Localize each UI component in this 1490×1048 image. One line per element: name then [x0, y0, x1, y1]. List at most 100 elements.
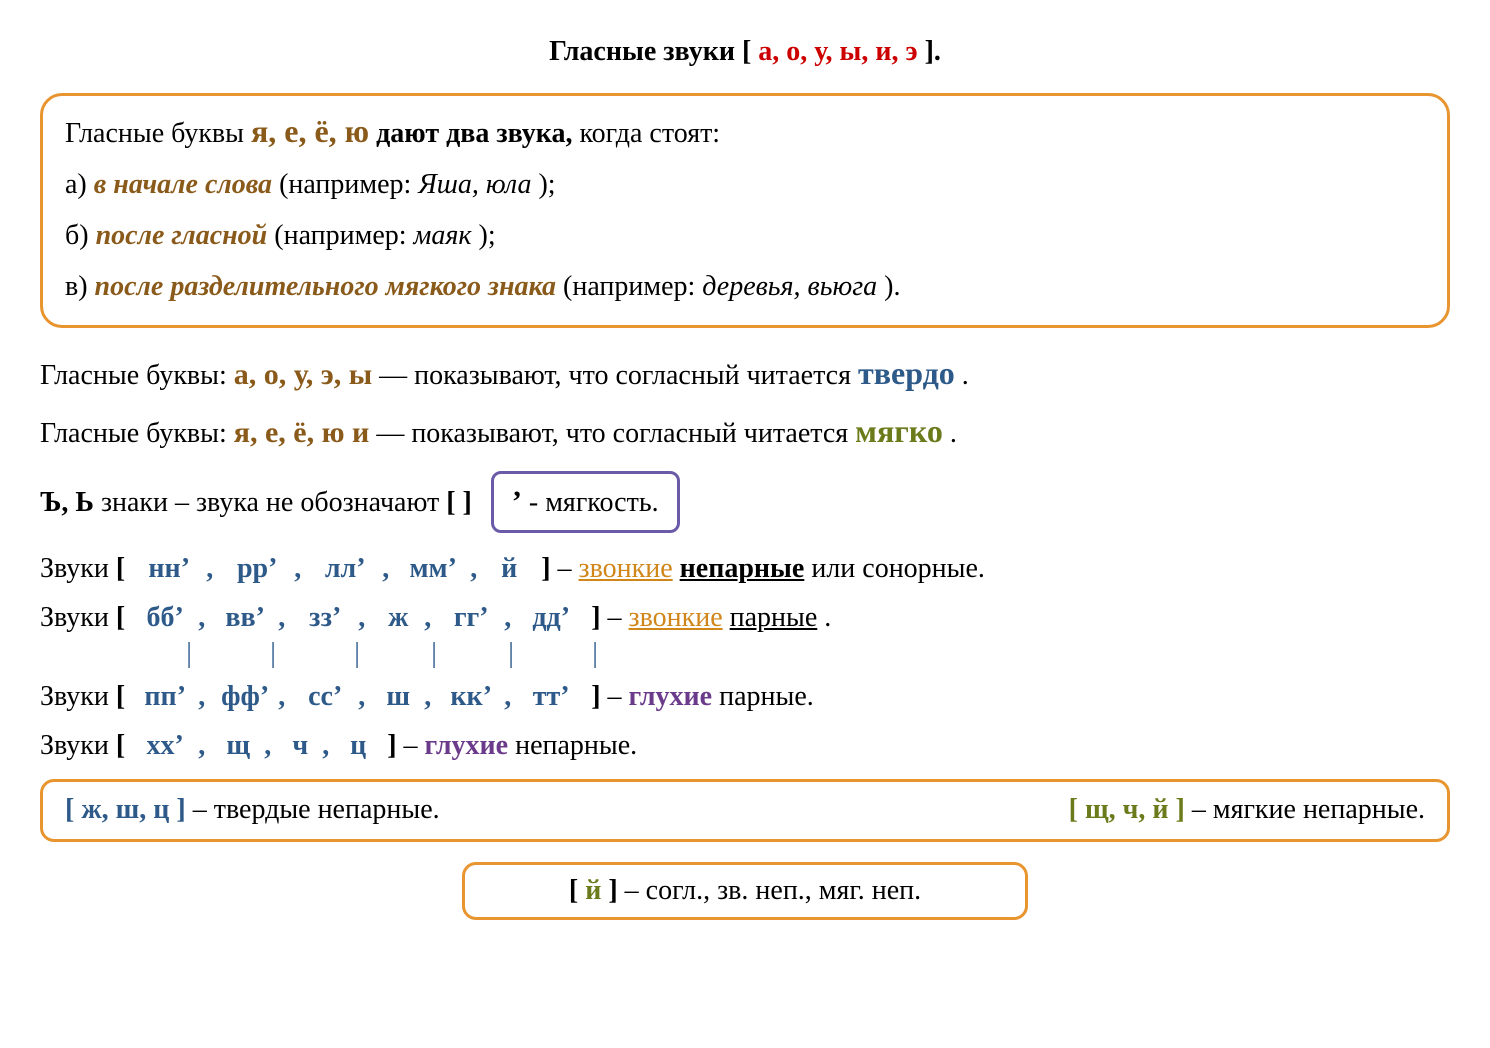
sonor-pre: Звуки [40, 553, 116, 584]
hard-np-open: [ [65, 794, 81, 825]
voiceless-s5: кк’ [438, 675, 504, 720]
voiced-kw: звонкие [629, 602, 723, 633]
title-prefix: Гласные звуки [549, 36, 735, 67]
intro-letters: я, е, ё, ю [251, 113, 369, 149]
soft-np-text: – мягкие непарные. [1192, 794, 1425, 825]
sonor-nep: непарные [680, 553, 805, 584]
voiceless-np-s4: ц [336, 724, 380, 769]
title-vowels: а, о, у, ы, и, э [758, 36, 917, 67]
intro-b: дают два звука, [376, 118, 572, 149]
voiceless-np-s3: ч [278, 724, 322, 769]
hard-b: — показывают, что согласный читается [379, 360, 858, 391]
hard-np-close: ] [176, 794, 185, 825]
voiceless-np-nep: непарные. [515, 730, 637, 761]
voiceless-s6: тт’ [518, 675, 584, 720]
voiced-pre: Звуки [40, 602, 116, 633]
rule-b-label: б) [65, 220, 96, 251]
signs-line: Ъ, Ь знаки – звука не обозначают [ ] ’ -… [40, 471, 1450, 533]
rule-c-label: в) [65, 271, 95, 302]
voiceless-kw: глухие [629, 681, 713, 712]
rule-c-ex: деревья, вьюга [702, 271, 877, 302]
voiceless-np-dash: – [404, 730, 425, 761]
tick-4: | [408, 632, 460, 677]
hard-soft-box: [ ж, ш, ц ] – твердые непарные. [ щ, ч, … [40, 779, 1450, 842]
soft-line: Гласные буквы: я, е, ё, ю и — показывают… [40, 406, 1450, 457]
intro-a: Гласные буквы [65, 118, 251, 149]
soft-np: [ щ, ч, й ] – мягкие непарные. [1069, 788, 1425, 833]
rule-a-rest: (например: [279, 169, 418, 200]
tick-3: | [324, 632, 390, 677]
hard-line: Гласные буквы: а, о, у, э, ы — показываю… [40, 348, 1450, 399]
softness-text: - мягкость. [529, 487, 659, 518]
voiceless-par: парные. [719, 681, 814, 712]
rule-a-em: в начале слова [94, 169, 272, 200]
j-text: – согл., зв. неп., мяг. неп. [625, 875, 921, 906]
hard-np-letters: ж, ш, ц [81, 794, 169, 825]
soft-np-letters: щ, ч, й [1085, 794, 1169, 825]
voiceless-s1: пп’ [132, 675, 198, 720]
title-bracket-close: ]. [925, 36, 941, 67]
rule-a-ex: Яша, юла [418, 169, 531, 200]
voiceless-np-row: Звуки [ хх’, щ, ч, ц ] – глухие непарные… [40, 724, 1450, 769]
soft-kw: мягко [855, 413, 943, 449]
voiced-dash: – [608, 602, 629, 633]
j-box: [ й ] – согл., зв. неп., мяг. неп. [462, 862, 1028, 921]
sonor-tail: или сонорные. [811, 553, 985, 584]
hard-kw: твердо [858, 355, 955, 391]
rule-a-close: ); [538, 169, 555, 200]
voiceless-dash: – [608, 681, 629, 712]
hard-np: [ ж, ш, ц ] – твердые непарные. [65, 788, 440, 833]
rule-b-em: после гласной [96, 220, 268, 251]
sonor-s1: нн’ [132, 547, 206, 592]
sonor-open: [ [116, 553, 132, 584]
sonor-kw: звонкие [579, 553, 673, 584]
signs-b: знаки – звука не обозначают [101, 487, 446, 518]
rule-c-em: после разделительного мягкого знака [95, 271, 556, 302]
soft-a: Гласные буквы: [40, 418, 234, 449]
signs-bracket: [ ] [446, 487, 472, 518]
j-close: ] [608, 875, 617, 906]
soft-dot: . [950, 418, 957, 449]
voiceless-row: Звуки [ пп’, фф’, сс’, ш, кк’, тт’ ] – г… [40, 675, 1450, 720]
sonor-close: ] [541, 553, 550, 584]
voiceless-s2: фф’ [212, 675, 278, 720]
soft-np-open: [ [1069, 794, 1085, 825]
tick-2: | [240, 632, 306, 677]
voiceless-np-s1: хх’ [132, 724, 198, 769]
rule-b-rest: (например: [274, 220, 413, 251]
sonor-s3: лл’ [308, 547, 382, 592]
tick-6: | [562, 632, 628, 677]
softness-mark: ’ [512, 485, 522, 518]
voiced-dot: . [824, 602, 831, 633]
sonor-dash: – [558, 553, 579, 584]
soft-np-close: ] [1176, 794, 1185, 825]
rule-c-close: ). [884, 271, 900, 302]
voiceless-np-open: [ [116, 730, 132, 761]
voiceless-s3: сс’ [292, 675, 358, 720]
voiceless-s4: ш [372, 675, 424, 720]
sonor-s4: мм’ [396, 547, 470, 592]
voiceless-np-pre: Звуки [40, 730, 116, 761]
sonor-s2: рр’ [220, 547, 294, 592]
voiced-close: ] [591, 602, 600, 633]
hard-np-text: – твердые непарные. [193, 794, 440, 825]
j-open: [ [569, 875, 585, 906]
voiceless-np-s2: щ [212, 724, 264, 769]
tick-5: | [478, 632, 544, 677]
soft-letters: я, е, ё, ю и [234, 416, 370, 449]
voiced-open: [ [116, 602, 132, 633]
voiceless-pre: Звуки [40, 681, 116, 712]
voiced-par: парные [730, 602, 818, 633]
rule-b-close: ); [479, 220, 496, 251]
voiceless-close: ] [591, 681, 600, 712]
voiceless-open: [ [116, 681, 132, 712]
rule-c-rest: (например: [563, 271, 702, 302]
hard-dot: . [962, 360, 969, 391]
hard-letters: а, о, у, э, ы [234, 358, 372, 391]
hard-a: Гласные буквы: [40, 360, 234, 391]
title-bracket-open: [ [742, 36, 758, 67]
tick-1: | [156, 632, 222, 677]
rule-b-ex: маяк [414, 220, 472, 251]
signs-a: Ъ, Ь [40, 487, 94, 518]
page-title: Гласные звуки [ а, о, у, ы, и, э ]. [40, 30, 1450, 75]
